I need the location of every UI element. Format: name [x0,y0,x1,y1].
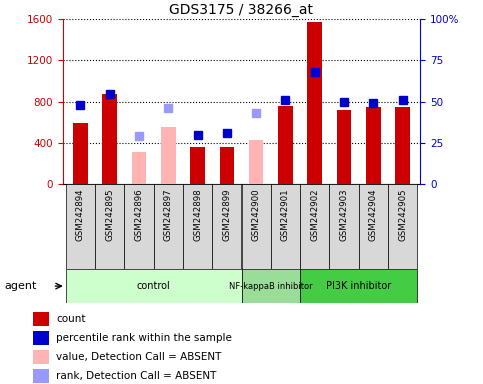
Bar [33,369,49,383]
Text: GSM242900: GSM242900 [252,189,261,241]
Text: count: count [57,314,86,324]
Text: GSM242902: GSM242902 [310,189,319,241]
Text: GSM242904: GSM242904 [369,189,378,241]
Bar [33,331,49,345]
Bar [154,184,183,269]
Bar [337,110,351,184]
Bar [220,147,234,184]
Text: GSM242903: GSM242903 [340,189,349,241]
Text: NF-kappaB inhibitor: NF-kappaB inhibitor [229,281,313,291]
Text: agent: agent [5,281,37,291]
Text: GSM242905: GSM242905 [398,189,407,241]
Text: GSM242899: GSM242899 [222,189,231,241]
Text: GSM242894: GSM242894 [76,189,85,241]
Bar [278,106,293,184]
Bar [95,184,124,269]
Bar [212,184,242,269]
Text: PI3K inhibitor: PI3K inhibitor [326,281,391,291]
Bar [73,123,88,184]
Bar [33,350,49,364]
Bar [366,107,381,184]
Bar [102,94,117,184]
Text: value, Detection Call = ABSENT: value, Detection Call = ABSENT [57,352,222,362]
Bar [124,184,154,269]
Text: rank, Detection Call = ABSENT: rank, Detection Call = ABSENT [57,371,217,381]
Bar [161,127,176,184]
Bar [66,269,242,303]
Bar [33,312,49,326]
Bar [190,147,205,184]
Bar [307,22,322,184]
Text: GSM242896: GSM242896 [134,189,143,241]
Bar [132,152,146,184]
Bar [242,269,300,303]
Bar [249,140,263,184]
Bar [271,184,300,269]
Text: control: control [137,281,170,291]
Text: GSM242897: GSM242897 [164,189,173,241]
Bar [66,184,95,269]
Bar [329,184,359,269]
Bar [242,184,271,269]
Title: GDS3175 / 38266_at: GDS3175 / 38266_at [170,3,313,17]
Bar [300,269,417,303]
Bar [359,184,388,269]
Text: GSM242898: GSM242898 [193,189,202,241]
Text: percentile rank within the sample: percentile rank within the sample [57,333,232,343]
Bar [183,184,212,269]
Text: GSM242895: GSM242895 [105,189,114,241]
Bar [388,184,417,269]
Bar [300,184,329,269]
Text: GSM242901: GSM242901 [281,189,290,241]
Bar [395,108,410,184]
